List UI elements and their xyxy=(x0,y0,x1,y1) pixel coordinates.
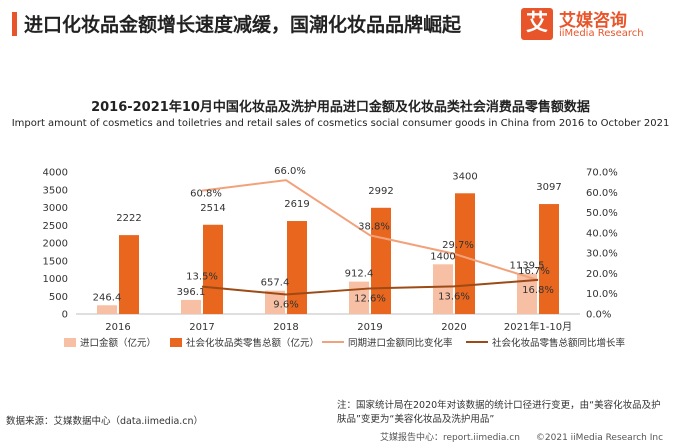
bar-import-label: 1400 xyxy=(430,251,455,262)
right-axis-tick-label: 10.0% xyxy=(586,289,618,300)
bar-import-label: 912.4 xyxy=(345,269,374,280)
bar-import-label: 657.4 xyxy=(261,278,290,289)
left-axis-tick-label: 1000 xyxy=(43,274,68,285)
line-import-rate-label: 16.7% xyxy=(518,266,550,277)
bar-retail-label: 2619 xyxy=(284,199,309,210)
chart-subtitle: Import amount of cosmetics and toiletrie… xyxy=(11,118,670,129)
bar-import xyxy=(517,273,537,314)
line-import-rate-label: 38.8% xyxy=(358,221,390,232)
line-import-rate-label: 60.8% xyxy=(190,189,222,200)
footer-report-link[interactable]: 艾媒报告中心：report.iimedia.cn xyxy=(380,433,520,443)
bar-retail xyxy=(287,221,307,314)
bar-retail-label: 3400 xyxy=(452,171,477,182)
line-import-rate-label: 29.7% xyxy=(442,240,474,251)
line-import-rate-label: 66.0% xyxy=(274,166,306,177)
line-retail-rate-label: 16.8% xyxy=(522,285,554,296)
chart-legend: 进口金额（亿元） 社会化妆品类零售总额（亿元） 同期进口金额同比变化率 社会化妆… xyxy=(0,335,681,353)
legend-swatch-retail xyxy=(170,337,182,347)
x-axis-tick-label: 2016 xyxy=(105,322,130,333)
chart-title: 2016-2021年10月中国化妆品及洗护用品进口金额及化妆品类社会消费品零售额… xyxy=(91,100,590,115)
line-import-rate xyxy=(201,179,539,282)
chart-note: 注：国家统计局在2020年对该数据的统计口径进行变更，由“美容化妆品及护肤品”变… xyxy=(337,400,661,425)
line-retail-rate-label: 13.6% xyxy=(438,291,470,302)
bar-retail-label: 3097 xyxy=(536,182,561,193)
left-axis-tick-label: 4000 xyxy=(43,168,68,179)
data-source: 数据来源：艾媒数据中心（data.iimedia.cn） xyxy=(6,416,204,427)
right-axis-tick-label: 50.0% xyxy=(586,208,618,219)
x-axis-tick-label: 2021年1-10月 xyxy=(504,320,572,333)
logo-name-en: iiMedia Research xyxy=(559,28,644,39)
legend-swatch-import xyxy=(64,337,76,347)
line-retail-rate-label: 9.6% xyxy=(273,300,298,311)
legend-item-retail-rate: 社会化妆品零售总额同比增长率 xyxy=(466,335,625,349)
legend-label-import: 进口金额（亿元） xyxy=(80,338,157,349)
bar-import xyxy=(265,290,285,314)
legend-label-import-rate: 同期进口金额同比变化率 xyxy=(348,338,453,349)
iimedia-logo: 艾 艾媒咨询 iiMedia Research xyxy=(521,6,671,42)
page-title: 进口化妆品金额增长速度减缓，国潮化妆品品牌崛起 xyxy=(24,14,462,36)
right-axis-tick-label: 20.0% xyxy=(586,269,618,280)
bar-import-label: 246.4 xyxy=(93,292,122,303)
bar-retail xyxy=(455,193,475,314)
bar-retail-label: 2514 xyxy=(200,203,225,214)
x-axis-tick-label: 2018 xyxy=(273,322,298,333)
legend-label-retail: 社会化妆品类零售总额（亿元） xyxy=(186,338,320,349)
bar-import xyxy=(181,299,201,314)
bar-import-label: 396.1 xyxy=(177,287,206,298)
bar-import-label: 1139.5 xyxy=(510,261,545,272)
legend-item-retail: 社会化妆品类零售总额（亿元） xyxy=(170,335,319,349)
logo-name-cn: 艾媒咨询 xyxy=(559,11,627,31)
logo-mark: 艾 xyxy=(521,8,553,40)
x-axis-tick-label: 2019 xyxy=(357,322,382,333)
left-axis-tick-label: 3500 xyxy=(43,185,68,196)
left-axis-tick-label: 1500 xyxy=(43,256,68,267)
left-axis-tick-label: 0 xyxy=(62,310,68,321)
legend-swatch-import-rate xyxy=(322,341,344,343)
bar-retail xyxy=(119,235,139,314)
right-axis-tick-label: 40.0% xyxy=(586,228,618,239)
line-retail-rate-label: 13.5% xyxy=(186,272,218,283)
legend-swatch-retail-rate xyxy=(466,341,488,343)
left-axis-tick-label: 2000 xyxy=(43,239,68,250)
x-axis-tick-label: 2017 xyxy=(189,322,214,333)
left-axis-tick-label: 3000 xyxy=(43,203,68,214)
right-axis-tick-label: 60.0% xyxy=(586,188,618,199)
bar-import xyxy=(433,264,453,314)
right-axis-tick-label: 30.0% xyxy=(586,249,618,260)
right-axis-tick-label: 70.0% xyxy=(586,168,618,179)
page-footer: 艾媒报告中心：report.iimedia.cn ©2021 iiMedia Re… xyxy=(380,430,663,443)
bar-retail xyxy=(539,204,559,314)
line-retail-rate xyxy=(201,278,539,296)
line-retail-rate-label: 12.6% xyxy=(354,293,386,304)
bar-retail xyxy=(203,224,223,314)
bar-retail-label: 2992 xyxy=(368,186,393,197)
page-header: 进口化妆品金额增长速度减缓，国潮化妆品品牌崛起 艾 艾媒咨询 iiMedia R… xyxy=(0,0,681,48)
left-axis-tick-label: 2500 xyxy=(43,221,68,232)
x-axis-tick-label: 2020 xyxy=(441,322,466,333)
legend-item-import: 进口金额（亿元） xyxy=(64,335,156,349)
header-accent-bar xyxy=(12,12,17,36)
bar-import xyxy=(97,305,117,314)
right-axis-tick-label: 0.0% xyxy=(586,310,611,321)
bar-retail-label: 2222 xyxy=(116,213,141,224)
left-axis-tick-label: 500 xyxy=(49,292,68,303)
legend-item-import-rate: 同期进口金额同比变化率 xyxy=(322,335,453,349)
footer-copyright: ©2021 iiMedia Research Inc xyxy=(535,433,664,443)
legend-label-retail-rate: 社会化妆品零售总额同比增长率 xyxy=(492,338,626,349)
